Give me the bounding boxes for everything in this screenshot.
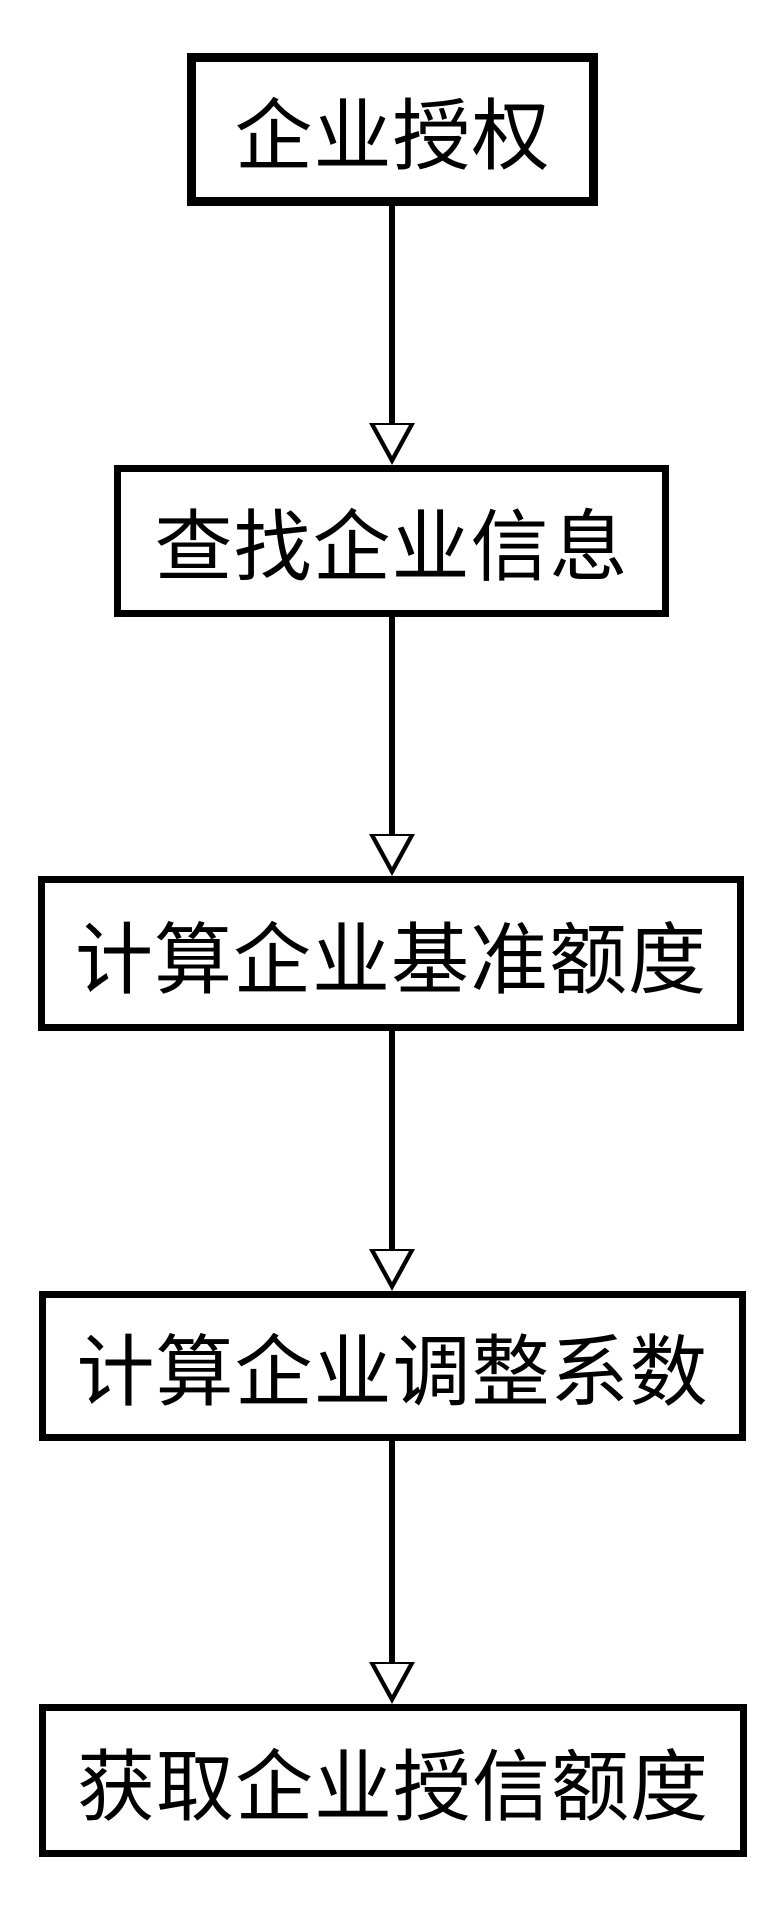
flow-node-label: 计算企业基准额度: [75, 898, 707, 1010]
flow-node-label: 获取企业授信额度: [77, 1725, 709, 1837]
flow-node-label: 计算企业调整系数: [76, 1310, 708, 1422]
flow-node-label: 企业授权: [234, 74, 550, 186]
flow-arrowhead-inner-icon: [375, 425, 409, 456]
flowchart-canvas: 企业授权 查找企业信息 计算企业基准额度 计算企业调整系数 获取企业授信额度: [0, 0, 784, 1919]
flow-arrowhead-inner-icon: [375, 1251, 409, 1282]
flow-edge: [389, 1441, 395, 1662]
flow-node-lookup: 查找企业信息: [114, 465, 669, 617]
flow-edge: [389, 206, 395, 423]
flow-node-label: 查找企业信息: [154, 485, 628, 597]
flow-edge: [389, 1031, 395, 1249]
flow-arrowhead-inner-icon: [375, 1664, 409, 1695]
flow-node-adjust-factor: 计算企业调整系数: [39, 1291, 746, 1441]
flow-edge: [389, 617, 395, 834]
flow-node-authorize: 企业授权: [187, 53, 598, 206]
flow-node-base-quota: 计算企业基准额度: [38, 876, 744, 1031]
flow-arrowhead-inner-icon: [375, 836, 409, 867]
flow-node-credit-line: 获取企业授信额度: [39, 1704, 747, 1857]
